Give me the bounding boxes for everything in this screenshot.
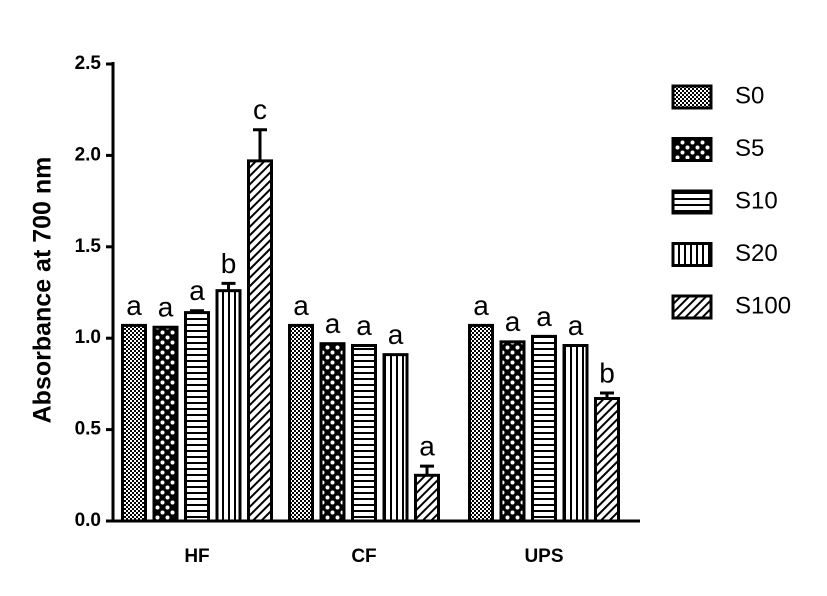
legend-swatch [671,84,713,110]
significance-label: c [253,94,267,125]
y-tick-label: 0.0 [75,510,101,531]
legend-label: S0 [735,82,764,109]
significance-label: a [126,290,142,321]
significance-label: a [473,290,489,321]
bar [288,323,314,523]
legend-label: S100 [735,292,791,319]
bar [531,334,557,523]
y-tick-label: 1.0 [75,327,101,348]
significance-label: a [388,319,404,350]
legend-swatch [671,189,713,215]
significance-label: b [221,248,237,279]
bar [382,353,409,523]
bar [319,342,346,523]
error-bar [253,128,267,161]
significance-label: b [599,357,615,388]
legend-swatch [671,137,713,162]
significance-label: a [158,292,174,323]
error-bar [221,281,236,291]
bar [499,340,526,523]
y-axis-title: Absorbance at 700 nm [29,157,57,424]
significance-label: a [189,275,205,306]
y-tick-label: 2.0 [75,144,101,165]
legend-label: S10 [735,187,778,214]
error-bar [420,464,434,476]
bar [184,311,210,523]
y-tick-label: 1.5 [75,236,102,257]
error-bar [600,391,614,399]
legend-label: S5 [735,135,764,162]
bar [152,325,179,523]
bar [215,289,242,523]
bar [468,323,494,523]
bar [562,344,589,523]
significance-label: a [536,301,552,332]
x-tick-label: CF [351,546,376,567]
legend-label: S20 [735,240,778,267]
bar [121,323,147,523]
bar [414,473,440,523]
x-tick-label: HF [184,546,209,567]
y-tick-label: 2.5 [75,53,102,74]
significance-label: a [419,431,435,462]
significance-label: a [505,306,521,337]
legend-swatch [671,242,713,267]
x-tick-label: UPS [524,546,563,567]
legend-swatch [671,294,713,320]
significance-label: a [293,290,309,321]
error-bar [190,309,204,313]
significance-label: a [568,310,584,341]
bar [247,159,273,523]
bar [594,397,620,523]
significance-label: a [325,308,341,339]
y-tick-label: 0.5 [75,419,102,440]
significance-label: a [356,310,372,341]
bar [351,344,377,523]
